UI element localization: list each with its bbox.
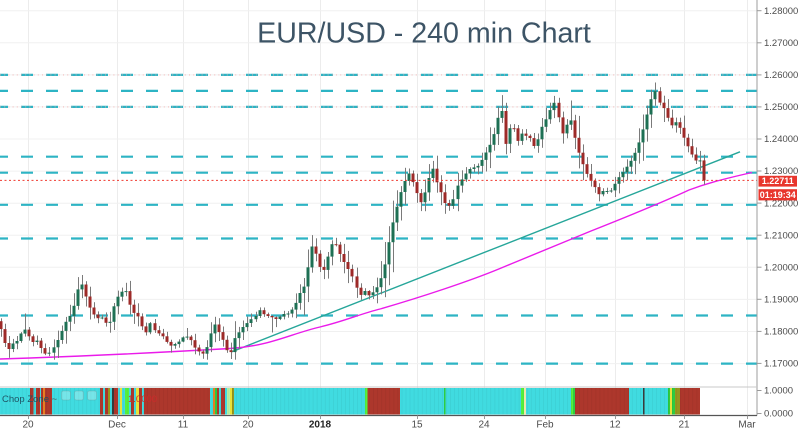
svg-text:24: 24 <box>478 420 490 431</box>
svg-text:Chop Zone ~: Chop Zone ~ <box>2 394 58 405</box>
svg-text:1.19000: 1.19000 <box>764 295 798 306</box>
svg-text:20: 20 <box>22 420 34 431</box>
svg-text:12: 12 <box>609 420 621 431</box>
svg-text:EUR/USD - 240 min Chart: EUR/USD - 240 min Chart <box>257 18 591 50</box>
svg-text:1.20000: 1.20000 <box>764 262 798 273</box>
svg-text:1.0000: 1.0000 <box>764 386 793 397</box>
svg-text:1.25000: 1.25000 <box>764 102 798 113</box>
svg-text:1.27000: 1.27000 <box>764 38 798 49</box>
svg-text:1.24000: 1.24000 <box>764 134 798 145</box>
svg-text:Dec: Dec <box>108 420 126 431</box>
svg-text:1.18000: 1.18000 <box>764 327 798 338</box>
svg-text:Mar: Mar <box>738 420 756 431</box>
svg-text:1.23000: 1.23000 <box>764 166 798 177</box>
svg-text:1.0000: 1.0000 <box>128 394 157 405</box>
svg-text:20: 20 <box>242 420 254 431</box>
svg-text:21: 21 <box>678 420 690 431</box>
svg-text:Feb: Feb <box>536 420 554 431</box>
svg-text:15: 15 <box>411 420 423 431</box>
svg-text:1.22000: 1.22000 <box>764 198 798 209</box>
svg-text:01:19:34: 01:19:34 <box>760 190 796 200</box>
svg-text:0.0000: 0.0000 <box>764 409 793 420</box>
svg-text:11: 11 <box>178 420 189 431</box>
svg-text:1.17000: 1.17000 <box>764 359 798 370</box>
svg-text:1.28000: 1.28000 <box>764 6 798 17</box>
svg-text:1.26000: 1.26000 <box>764 70 798 81</box>
svg-text:1.21000: 1.21000 <box>764 230 798 241</box>
svg-text:1.22711: 1.22711 <box>762 176 794 186</box>
svg-text:2018: 2018 <box>309 420 332 431</box>
